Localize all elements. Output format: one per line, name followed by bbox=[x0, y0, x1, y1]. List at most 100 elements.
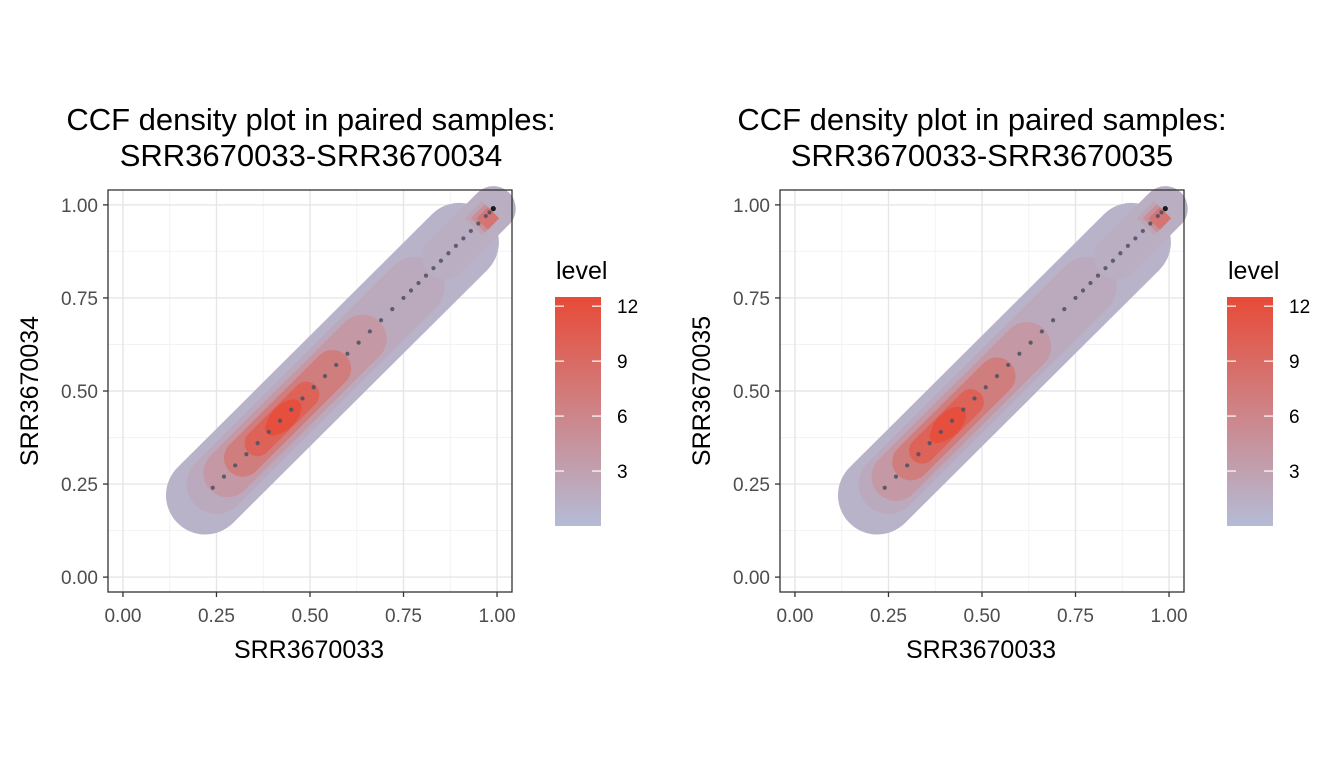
data-point bbox=[1148, 221, 1153, 226]
y-tick-label: 0.75 bbox=[61, 289, 98, 310]
chart-panel-1: CCF density plot in paired samples: SRR3… bbox=[16, 102, 638, 664]
data-point bbox=[1110, 258, 1116, 263]
data-point bbox=[233, 463, 238, 468]
y-tick-label: 0.25 bbox=[61, 475, 98, 496]
data-point bbox=[1162, 206, 1168, 212]
data-point bbox=[487, 210, 492, 215]
data-point bbox=[431, 266, 436, 271]
data-point bbox=[221, 474, 227, 479]
colorbar-tick-label: 6 bbox=[617, 407, 628, 428]
data-point bbox=[322, 374, 328, 379]
data-point bbox=[1039, 329, 1044, 334]
data-point bbox=[446, 251, 451, 256]
y-tick-label: 0.50 bbox=[61, 382, 98, 403]
data-point bbox=[905, 463, 910, 468]
chart-title-line1: CCF density plot in paired samples: bbox=[66, 102, 555, 137]
data-point bbox=[367, 329, 372, 334]
data-point bbox=[1080, 288, 1086, 293]
data-point bbox=[300, 396, 305, 401]
data-point bbox=[1155, 213, 1160, 219]
x-tick-label: 0.25 bbox=[870, 606, 907, 627]
x-tick-label: 0.75 bbox=[1057, 606, 1094, 627]
data-point bbox=[390, 307, 395, 312]
data-point bbox=[401, 295, 406, 301]
data-point bbox=[893, 474, 899, 479]
data-point bbox=[916, 452, 921, 457]
legend-title: level bbox=[556, 257, 607, 285]
colorbar-tick-label: 3 bbox=[617, 462, 628, 483]
data-point bbox=[1095, 273, 1101, 278]
x-tick-label: 0.00 bbox=[776, 606, 813, 627]
data-point bbox=[882, 485, 887, 490]
y-tick-label: 0.75 bbox=[733, 289, 770, 310]
data-point bbox=[210, 485, 215, 490]
colorbar-tick-label: 3 bbox=[1289, 462, 1300, 483]
data-point bbox=[255, 441, 260, 446]
data-point bbox=[949, 418, 955, 423]
x-tick-label: 1.00 bbox=[1151, 606, 1188, 627]
legend: 3 6 9 12 bbox=[555, 297, 638, 526]
chart-title-line2: SRR3670033-SRR3670035 bbox=[791, 138, 1174, 173]
data-point bbox=[483, 213, 488, 219]
data-point bbox=[927, 441, 932, 446]
data-point bbox=[983, 385, 988, 390]
data-point bbox=[423, 273, 429, 278]
data-point bbox=[356, 340, 361, 345]
data-point bbox=[1088, 280, 1093, 286]
data-point bbox=[994, 374, 1000, 379]
x-axis-label: SRR3670033 bbox=[234, 636, 384, 664]
colorbar bbox=[1227, 297, 1273, 526]
data-point bbox=[1073, 295, 1078, 301]
plot-area: 0.00 0.25 0.50 0.75 1.00 0.00 0.25 0.50 0.75 1.00 bbox=[733, 186, 1188, 627]
y-tick-label: 0.50 bbox=[733, 382, 770, 403]
density-corner-patch bbox=[476, 207, 500, 230]
data-point bbox=[438, 258, 444, 263]
chart-title-line2: SRR3670033-SRR3670034 bbox=[120, 138, 503, 173]
data-point bbox=[289, 407, 294, 412]
data-point bbox=[468, 228, 473, 234]
data-point bbox=[1125, 243, 1130, 248]
data-point bbox=[1017, 351, 1022, 356]
data-point bbox=[1006, 362, 1011, 368]
x-tick-label: 0.25 bbox=[198, 606, 235, 627]
data-point bbox=[938, 429, 943, 435]
y-tick-label: 0.25 bbox=[733, 475, 770, 496]
data-point bbox=[416, 280, 421, 286]
data-point bbox=[1159, 210, 1164, 215]
data-point bbox=[1103, 266, 1108, 271]
chart-panel-2: CCF density plot in paired samples: SRR3… bbox=[688, 102, 1310, 664]
colorbar-tick-label: 9 bbox=[1289, 352, 1300, 373]
data-point bbox=[961, 407, 966, 412]
colorbar-tick-label: 9 bbox=[617, 352, 628, 373]
data-point bbox=[345, 351, 350, 356]
colorbar-tick-label: 6 bbox=[1289, 407, 1300, 428]
y-tick-label: 1.00 bbox=[61, 196, 98, 217]
y-tick-label: 0.00 bbox=[733, 568, 770, 589]
chart-title-line1: CCF density plot in paired samples: bbox=[737, 102, 1226, 137]
plot-area: 0.00 0.25 0.50 0.75 1.00 0.00 0.25 0.50 0.75 1.00 bbox=[61, 186, 516, 627]
data-point bbox=[311, 385, 316, 390]
x-axis-label: SRR3670033 bbox=[906, 636, 1056, 664]
data-point bbox=[378, 318, 384, 323]
x-tick-label: 0.50 bbox=[964, 606, 1001, 627]
colorbar-tick-label: 12 bbox=[617, 297, 638, 318]
x-tick-label: 1.00 bbox=[479, 606, 516, 627]
data-point bbox=[461, 236, 466, 241]
data-point bbox=[1133, 236, 1138, 241]
x-tick-label: 0.50 bbox=[292, 606, 329, 627]
data-point bbox=[490, 206, 496, 212]
data-point bbox=[1050, 318, 1056, 323]
colorbar bbox=[555, 297, 601, 526]
x-tick-label: 0.75 bbox=[385, 606, 422, 627]
y-tick-label: 0.00 bbox=[61, 568, 98, 589]
y-axis-label: SRR3670035 bbox=[688, 316, 716, 466]
legend-title: level bbox=[1228, 257, 1279, 285]
data-point bbox=[334, 362, 339, 368]
y-tick-label: 1.00 bbox=[733, 196, 770, 217]
legend: 3 6 9 12 bbox=[1227, 297, 1310, 526]
data-point bbox=[1028, 340, 1033, 345]
data-point bbox=[277, 418, 283, 423]
density-corner-patch bbox=[1148, 207, 1172, 230]
data-point bbox=[1140, 228, 1145, 234]
